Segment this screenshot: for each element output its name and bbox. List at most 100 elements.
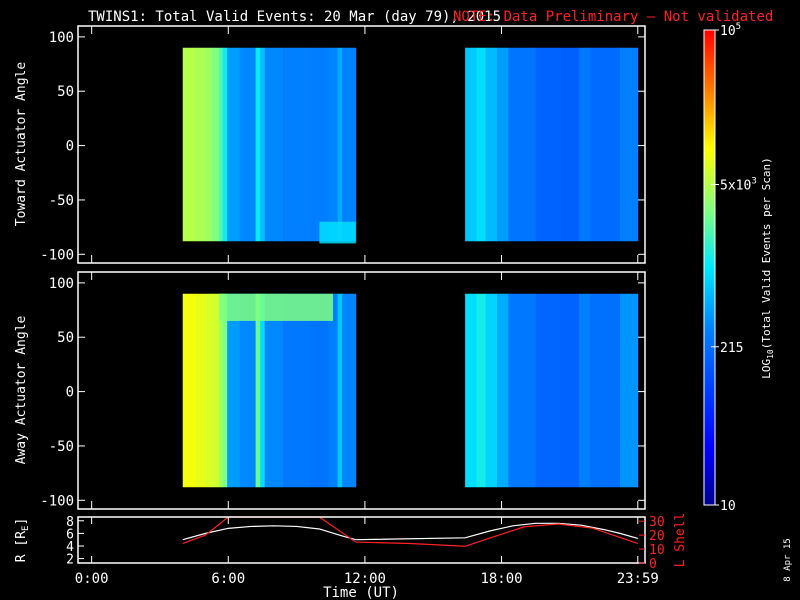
toward-heatmap-column — [465, 47, 477, 242]
toward-heatmap-column — [264, 47, 284, 242]
away-heatmap-column — [560, 293, 580, 488]
away-heatmap-column — [465, 293, 477, 488]
away-heatmap-column — [578, 293, 591, 488]
r-axis-tick-label: 8 — [66, 515, 74, 530]
time-tick-label: 23:59 — [617, 571, 659, 587]
away-y-label: Away Actuator Angle — [14, 315, 29, 464]
time-tick-label: 12:00 — [344, 571, 386, 587]
away-heatmap-column — [310, 293, 329, 488]
away-heatmap-column — [485, 293, 498, 488]
away-heatmap-column — [205, 293, 213, 488]
toward-heatmap-column — [535, 47, 562, 242]
away-heatmap-column — [590, 293, 621, 488]
ephemeris-lines — [182, 516, 638, 547]
r-axis-tick-label: 4 — [66, 540, 74, 555]
away-heatmap-column — [182, 293, 197, 488]
colorbar-gradient — [703, 29, 716, 506]
toward-heatmap-column — [227, 47, 241, 242]
toward-heatmap-column — [260, 47, 266, 242]
chart-title: TWINS1: Total Valid Events: 20 Mar (day … — [88, 9, 501, 25]
away-heatmap-column — [227, 293, 241, 488]
toward-heatmap-column — [619, 47, 639, 242]
toward-heatmap-column — [508, 47, 537, 242]
away-heatmap-column — [337, 293, 343, 488]
away-heatmap-column — [255, 293, 261, 488]
toward-heatmap-column — [205, 47, 213, 242]
colorbar-tick-label: 215 — [720, 341, 743, 356]
r-axis-tick-label: 6 — [66, 527, 74, 542]
away-y-tick-label: -50 — [49, 439, 74, 455]
toward-heatmap-column — [310, 47, 329, 242]
preliminary-note: NOTE: Data Preliminary — Not validated — [453, 9, 773, 25]
colorbar-tick-label: 5x103 — [720, 176, 757, 193]
away-heatmap-column — [535, 293, 562, 488]
toward-heatmap-column — [196, 47, 206, 242]
away-heatmap-column — [196, 293, 206, 488]
away-x-ticks — [91, 272, 639, 509]
toward-heatmap-column — [342, 47, 357, 242]
away-heatmap-column — [282, 293, 311, 488]
away-y-ticks: 100 50 0 -50 -100 — [40, 276, 645, 509]
toward-y-tick-label: -100 — [40, 247, 74, 263]
away-heatmap-column — [212, 293, 220, 488]
toward-heatmap-column — [182, 47, 197, 242]
toward-panel: 100 50 0 -50 -100 Toward Actuator Angle — [14, 25, 646, 264]
toward-heatmap-column — [222, 47, 228, 242]
toward-heatmap-column — [212, 47, 220, 242]
radial-distance-line — [182, 522, 638, 541]
toward-heatmap-column — [476, 47, 487, 242]
lshell-axis-label: L Shell — [673, 513, 688, 568]
toward-heatmap-column — [239, 47, 257, 242]
toward-y-ticks: 100 50 0 -50 -100 — [40, 30, 645, 263]
toward-heatmap-column — [590, 47, 621, 242]
toward-panel-frame — [77, 25, 646, 264]
away-heatmap-column — [264, 293, 284, 488]
away-y-tick-label: -100 — [40, 493, 74, 509]
lshell-axis-tick-label: 20 — [649, 529, 665, 544]
colorbar: 105 5x103 215 10 LOG10(Total Valid Events p… — [703, 22, 775, 514]
away-panel-frame — [77, 271, 646, 510]
lshell-axis-tick-label: 0 — [649, 557, 657, 572]
toward-heatmap-column — [219, 47, 223, 242]
colorbar-label: LOG10(Total Valid Events per Scan) — [760, 157, 775, 379]
x-axis-label: Time (UT) — [323, 585, 399, 600]
toward-heatmap-column — [496, 47, 509, 242]
away-heatmap-column — [219, 293, 223, 488]
away-heatmap-column — [260, 293, 266, 488]
time-tick-label: 6:00 — [211, 571, 245, 587]
away-y-tick-label: 50 — [57, 330, 74, 346]
time-tick-label: 0:00 — [75, 571, 109, 587]
lshell-axis-tick-label: 30 — [649, 515, 665, 530]
toward-y-label: Toward Actuator Angle — [14, 62, 29, 227]
toward-heatmap-column — [255, 47, 261, 242]
lshell-line — [182, 516, 638, 547]
toward-heatmap-column — [337, 47, 343, 242]
toward-y-tick-label: 50 — [57, 84, 74, 100]
toward-heatmap-column — [578, 47, 591, 242]
toward-y-tick-label: -50 — [49, 193, 74, 209]
toward-heatmap-column — [282, 47, 311, 242]
away-heatmap-column — [328, 293, 338, 488]
time-tick-label: 18:00 — [480, 571, 522, 587]
lshell-axis-tick-label: 10 — [649, 543, 665, 558]
toward-heatmap-column — [328, 47, 338, 242]
toward-heatmap-column — [485, 47, 498, 242]
r-axis-label: R [RE] — [14, 518, 31, 563]
colorbar-tick-label: 105 — [720, 22, 741, 39]
away-panel: 100 50 0 -50 -100 Away Actuator Angle — [14, 271, 646, 510]
away-heatmap-column — [619, 293, 639, 488]
away-heatmap-column — [508, 293, 537, 488]
away-heatmap-column — [342, 293, 357, 488]
toward-y-tick-label: 100 — [49, 30, 74, 46]
toward-heatmap — [182, 47, 639, 244]
toward-y-tick-label: 0 — [66, 139, 74, 155]
away-heatmap-column — [222, 293, 228, 488]
away-heatmap-column — [476, 293, 487, 488]
ephemeris-panel-frame — [77, 516, 646, 564]
away-heatmap — [182, 293, 639, 488]
away-heatmap-band — [219, 293, 334, 321]
